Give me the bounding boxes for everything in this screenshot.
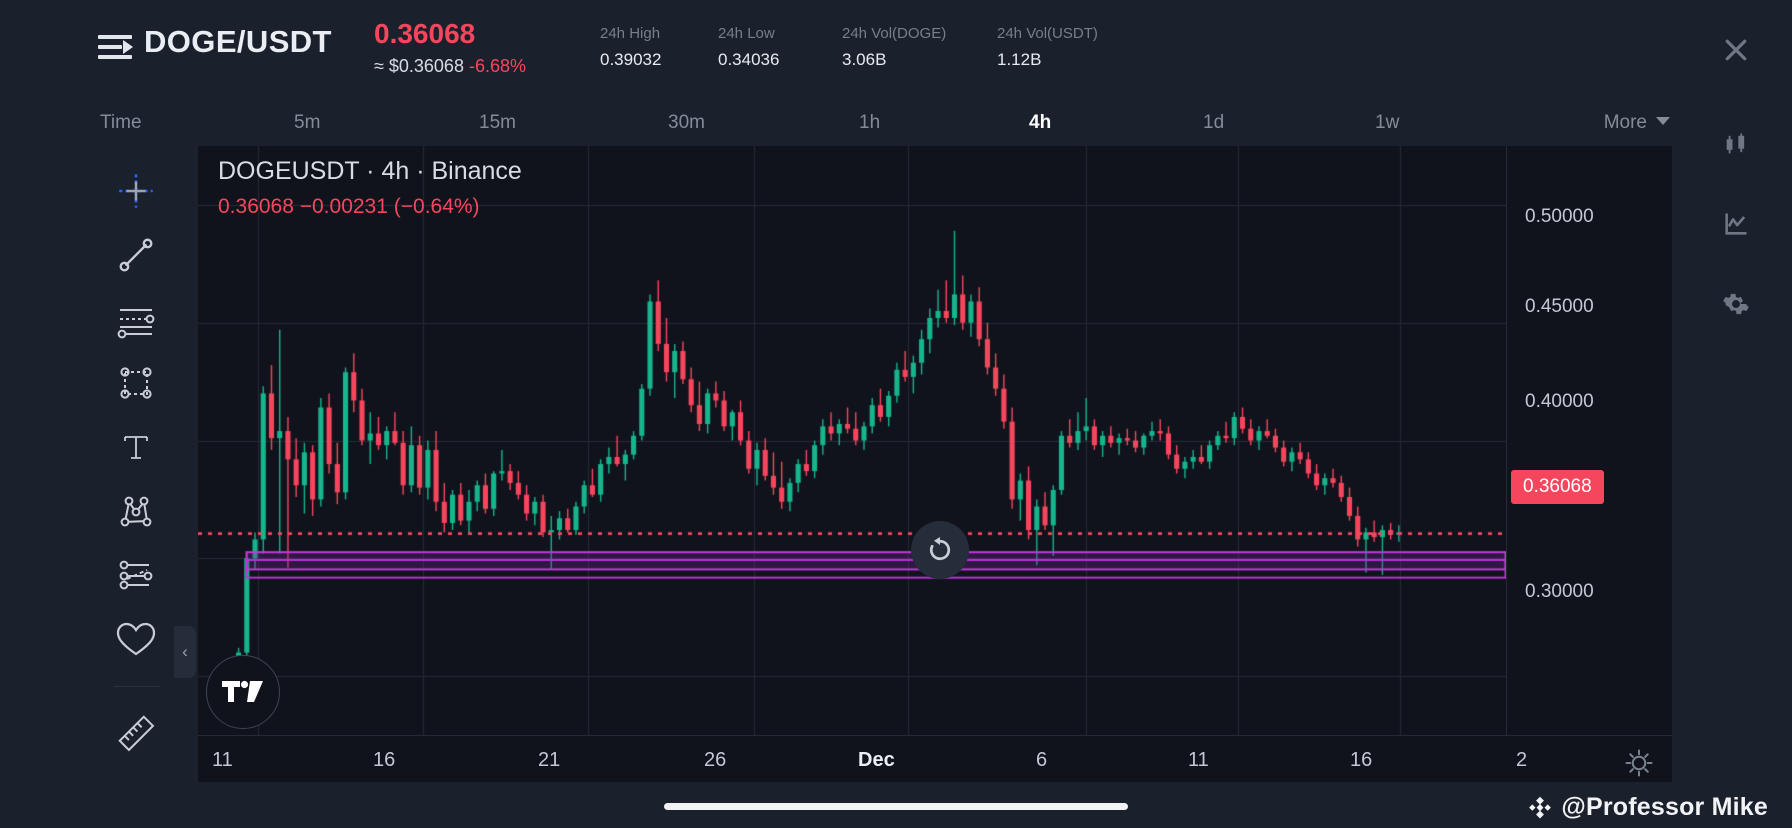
horizontal-lines-tool-icon[interactable] bbox=[100, 288, 172, 350]
close-icon[interactable] bbox=[1712, 26, 1760, 74]
market-stats: 24h High 0.39032 24h Low 0.34036 24h Vol… bbox=[600, 24, 1098, 73]
time-tick-month: Dec bbox=[858, 749, 895, 771]
drawing-toolbar bbox=[92, 146, 180, 782]
time-tick: 16 bbox=[373, 749, 396, 771]
stat-value: 0.39032 bbox=[600, 50, 662, 69]
tab-5m[interactable]: 5m bbox=[294, 112, 321, 133]
watermark-text: @Professor Mike bbox=[1561, 792, 1768, 821]
current-price-badge: 0.36068 bbox=[1511, 470, 1604, 504]
page-title: DOGE/USDT bbox=[144, 24, 332, 59]
stat-24h-vol-usdt: 24h Vol(USDT) 1.12B bbox=[997, 24, 1098, 73]
timeframe-label: Time bbox=[100, 112, 142, 133]
time-tick: 6 bbox=[1036, 749, 1048, 771]
tab-30m[interactable]: 30m bbox=[668, 112, 705, 133]
trend-line-tool-icon[interactable] bbox=[100, 224, 172, 286]
time-tick: 11 bbox=[1188, 749, 1209, 771]
price-chart[interactable]: DOGEUSDT · 4h · Binance 0.36068 −0.00231… bbox=[198, 146, 1672, 735]
tab-1w[interactable]: 1w bbox=[1375, 112, 1400, 133]
stat-value: 0.34036 bbox=[718, 50, 780, 69]
time-scale[interactable]: 11 16 21 26 Dec 6 11 16 2 bbox=[198, 735, 1672, 786]
reset-chart-icon[interactable] bbox=[911, 521, 969, 579]
tradingview-logo bbox=[206, 655, 280, 729]
price-change-pct: -6.68% bbox=[468, 56, 527, 76]
measure-ruler-icon[interactable] bbox=[100, 702, 172, 764]
price-scale[interactable]: 0.50000 0.45000 0.40000 0.35000 0.30000 … bbox=[1506, 146, 1672, 735]
time-tick: 21 bbox=[538, 749, 561, 771]
time-tick: 16 bbox=[1350, 749, 1373, 771]
gear-icon[interactable] bbox=[1712, 280, 1760, 328]
time-tick: 11 bbox=[212, 749, 233, 771]
rectangle-tool-icon[interactable] bbox=[100, 352, 172, 414]
header: DOGE/USDT 0.36068 ≈ $0.36068 -6.68% 24h H… bbox=[0, 0, 1792, 100]
time-tick: 26 bbox=[704, 749, 727, 771]
home-indicator bbox=[664, 803, 1128, 810]
watermark: @Professor Mike bbox=[1525, 792, 1768, 822]
forecast-tool-icon[interactable] bbox=[100, 544, 172, 606]
chart-legend-values: 0.36068 −0.00231 (−0.64%) bbox=[218, 195, 480, 218]
indicators-icon[interactable] bbox=[1712, 200, 1760, 248]
text-tool-icon[interactable] bbox=[100, 416, 172, 478]
candlestick-canvas bbox=[198, 146, 1506, 735]
time-tick: 2 bbox=[1516, 749, 1528, 771]
last-price: 0.36068 bbox=[374, 18, 476, 49]
stat-label: 24h High bbox=[600, 25, 661, 42]
price-tick: 0.45000 bbox=[1525, 296, 1594, 317]
stat-value: 3.06B bbox=[842, 50, 887, 69]
hamburger-menu-icon[interactable] bbox=[98, 33, 133, 61]
left-edge-chrome bbox=[0, 0, 96, 828]
stat-value: 1.12B bbox=[997, 50, 1042, 69]
stat-24h-high: 24h High 0.39032 bbox=[600, 24, 718, 73]
price-tick: 0.40000 bbox=[1525, 391, 1594, 412]
crosshair-tool-icon[interactable] bbox=[100, 160, 172, 222]
pattern-tool-icon[interactable] bbox=[100, 480, 172, 542]
chart-pane[interactable]: DOGEUSDT · 4h · Binance 0.36068 −0.00231… bbox=[198, 146, 1506, 735]
right-rail bbox=[1680, 0, 1792, 828]
stat-label: 24h Low bbox=[718, 25, 775, 42]
tab-1h[interactable]: 1h bbox=[859, 112, 881, 133]
more-label: More bbox=[1603, 112, 1647, 133]
stat-24h-vol-doge: 24h Vol(DOGE) 3.06B bbox=[842, 24, 997, 73]
timescale-settings-icon[interactable] bbox=[1624, 748, 1654, 778]
price-tick: 0.30000 bbox=[1525, 581, 1594, 602]
toolbar-divider bbox=[114, 686, 160, 687]
stat-24h-low: 24h Low 0.34036 bbox=[718, 24, 842, 73]
favorites-heart-icon[interactable] bbox=[100, 608, 172, 670]
collapse-toolbar-button[interactable]: ‹ bbox=[174, 626, 196, 678]
chart-legend-title: DOGEUSDT · 4h · Binance bbox=[218, 157, 522, 185]
chart-legend: DOGEUSDT · 4h · Binance 0.36068 −0.00231… bbox=[218, 154, 522, 222]
price-block: 0.36068 ≈ $0.36068 -6.68% bbox=[374, 18, 526, 77]
price-usd: ≈ $0.36068 bbox=[374, 56, 464, 76]
stat-label: 24h Vol(USDT) bbox=[997, 25, 1098, 42]
timeframe-bar: Time 5m 15m 30m 1h 4h 1d 1w More bbox=[0, 100, 1792, 146]
tab-15m[interactable]: 15m bbox=[479, 112, 516, 133]
candlestick-type-icon[interactable] bbox=[1712, 120, 1760, 168]
binance-diamond-icon bbox=[1529, 796, 1552, 819]
tab-4h[interactable]: 4h bbox=[1029, 112, 1052, 133]
tab-1d[interactable]: 1d bbox=[1203, 112, 1225, 133]
chevron-down-icon bbox=[1656, 117, 1670, 125]
stat-label: 24h Vol(DOGE) bbox=[842, 25, 947, 42]
price-tick: 0.50000 bbox=[1525, 206, 1594, 227]
bottom-bar: @Professor Mike bbox=[0, 782, 1792, 828]
more-timeframes-button[interactable]: More bbox=[1604, 100, 1670, 146]
